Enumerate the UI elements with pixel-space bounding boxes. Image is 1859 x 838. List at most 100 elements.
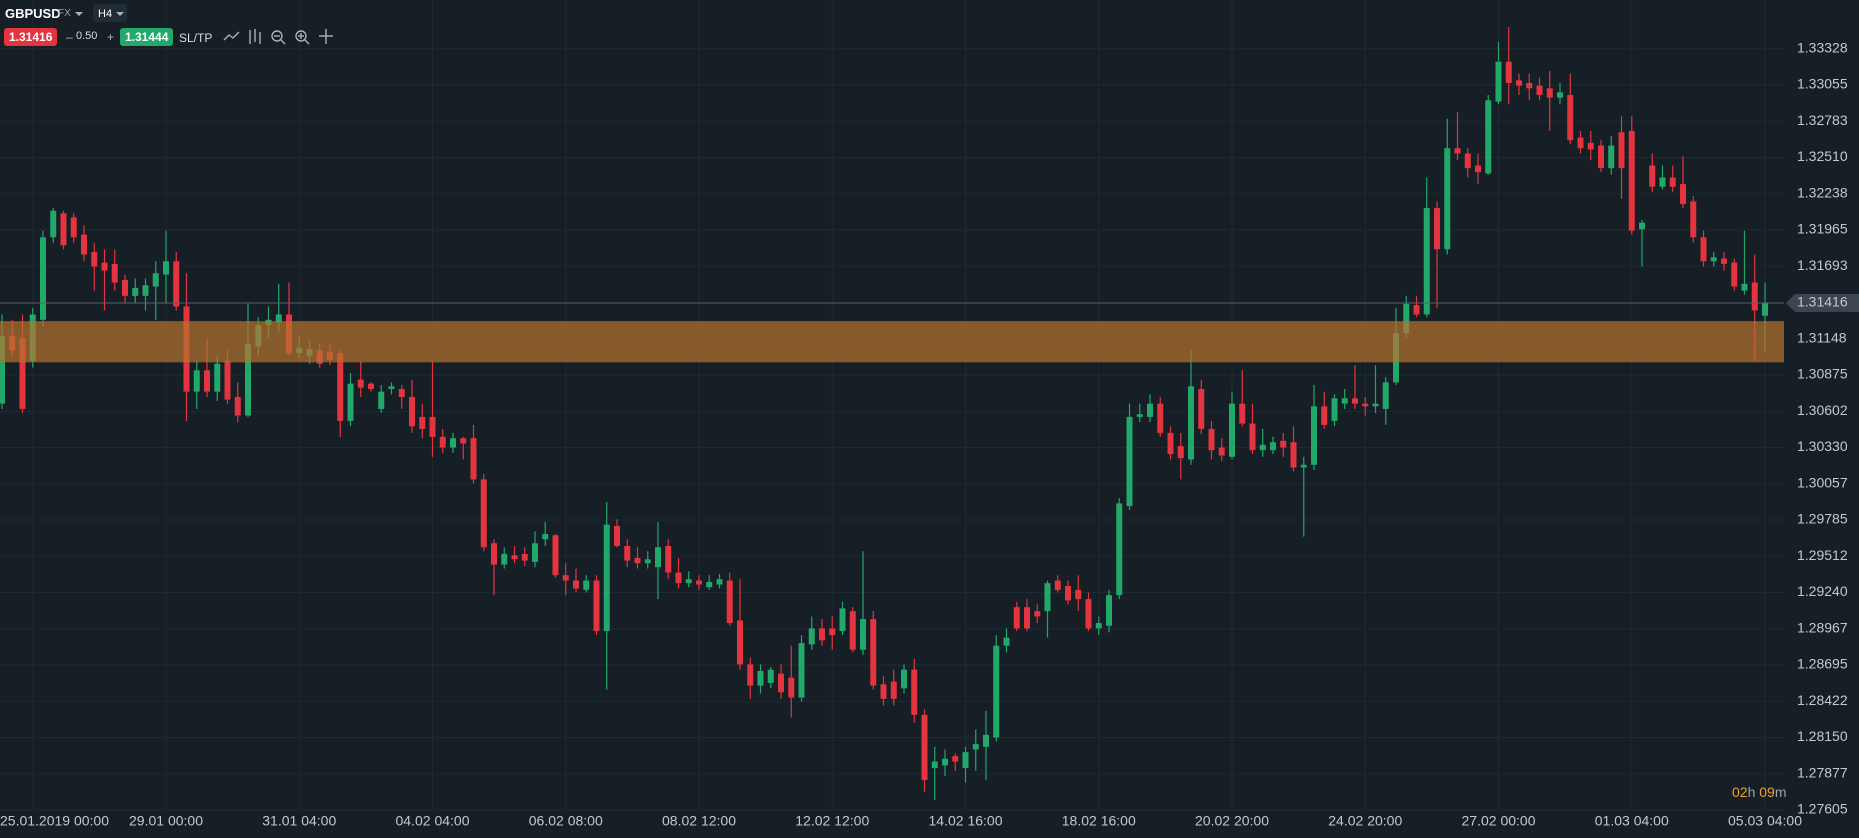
- candle-body: [1659, 177, 1666, 187]
- candle-body: [1680, 184, 1686, 205]
- price-tag: [1786, 294, 1859, 313]
- x-tick-label: 29.01 00:00: [129, 813, 203, 829]
- candle-body: [1710, 257, 1717, 262]
- y-tick-label: 1.30057: [1797, 475, 1848, 491]
- candle-body: [1546, 88, 1553, 98]
- y-tick-label: 1.32783: [1797, 112, 1848, 128]
- y-tick-label: 1.27605: [1797, 801, 1848, 817]
- candle-body: [1177, 446, 1184, 459]
- candle-body: [1628, 130, 1635, 231]
- candle-body: [450, 438, 456, 448]
- candle-body: [245, 343, 251, 416]
- market[interactable]: FX: [58, 8, 71, 19]
- candle-body: [931, 761, 938, 769]
- y-tick-label: 1.31148: [1797, 329, 1847, 345]
- timeframe[interactable]: H4: [98, 8, 113, 20]
- bid[interactable]: 1.31416: [4, 28, 58, 46]
- candle-body: [491, 543, 497, 565]
- x-tick-label: 24.02 20:00: [1328, 813, 1402, 829]
- candle-body: [1065, 585, 1071, 601]
- candle-body: [409, 396, 415, 427]
- line-icon[interactable]: [223, 31, 240, 41]
- countdown-unit: h: [1747, 784, 1756, 800]
- x-tick-label: 08.02 12:00: [662, 813, 736, 829]
- candle-body: [1741, 283, 1748, 291]
- candle-body: [788, 677, 795, 698]
- candle-body: [40, 237, 46, 320]
- x-tick-label: 04.02 04:00: [396, 813, 470, 829]
- x-tick-label: 05.03 04:00: [1728, 813, 1802, 829]
- y-tick-label: 1.29512: [1797, 547, 1848, 563]
- y-tick-label: 1.28150: [1797, 728, 1848, 744]
- candle-body: [204, 370, 210, 392]
- countdown-minutes: 09: [1759, 784, 1775, 800]
- candle-body: [501, 553, 508, 565]
- caret[interactable]: [75, 12, 83, 16]
- candle-body: [81, 234, 87, 255]
- candle-body: [1188, 386, 1194, 460]
- ask[interactable]: 1.31444: [120, 28, 174, 46]
- candle-body: [480, 479, 487, 548]
- candle-body: [429, 416, 436, 437]
- candle-body: [1587, 142, 1594, 150]
- candle-body: [1341, 398, 1348, 404]
- plus[interactable]: +: [107, 30, 115, 44]
- candle-icon[interactable]: [249, 29, 261, 44]
- candle-body: [1669, 177, 1676, 187]
- x-tick-label: 31.01 04:00: [262, 813, 336, 829]
- candle-body: [1413, 305, 1420, 315]
- candle-body: [1567, 94, 1574, 141]
- candle-body: [716, 579, 723, 585]
- symbol[interactable]: GBPUSD: [5, 6, 61, 21]
- candle-body: [860, 619, 866, 650]
- candle-body: [122, 279, 128, 296]
- minus[interactable]: –: [66, 30, 73, 44]
- candles: [0, 27, 1768, 801]
- candle-body: [234, 396, 241, 416]
- candle-body: [1075, 589, 1082, 600]
- candle-body: [1618, 132, 1625, 169]
- zoom-out-icon[interactable]: [271, 30, 286, 45]
- candle-body: [91, 251, 98, 267]
- candle-body: [911, 669, 918, 715]
- candle-body: [819, 628, 825, 641]
- candle-body: [747, 664, 754, 686]
- price-tag-label: 1.31416: [1797, 294, 1848, 310]
- y-tick-label: 1.33328: [1797, 39, 1848, 55]
- y-tick-label: 1.29785: [1797, 511, 1848, 527]
- candle-body: [1608, 145, 1615, 169]
- candle-body: [50, 210, 57, 238]
- timeframe-box[interactable]: [93, 4, 127, 22]
- candle-body: [347, 383, 354, 421]
- candle-body: [1229, 403, 1235, 457]
- candle-body: [583, 580, 590, 590]
- candle-body: [573, 580, 579, 589]
- candle-body: [614, 525, 620, 546]
- candle-body: [101, 262, 108, 271]
- sltp[interactable]: SL/TP: [179, 31, 213, 45]
- zone: [0, 321, 1784, 363]
- candle-body: [1372, 403, 1379, 407]
- candle-body: [1505, 61, 1512, 84]
- zoom-in-icon[interactable]: [295, 30, 310, 45]
- candle-body: [1290, 442, 1297, 468]
- candle-body: [1352, 398, 1358, 404]
- candle-body: [163, 261, 169, 275]
- x-tick-label: 18.02 16:00: [1062, 813, 1136, 829]
- candle-body: [1700, 237, 1707, 262]
- x-tick-label: 12.02 12:00: [795, 813, 869, 829]
- candle-body: [983, 734, 989, 747]
- y-tick-label: 1.28967: [1797, 620, 1848, 636]
- candle-body: [726, 580, 733, 624]
- candle-body: [1751, 282, 1758, 311]
- x-tick-label: 06.02 08:00: [529, 813, 603, 829]
- candle-body: [1300, 464, 1307, 468]
- crosshair-icon[interactable]: [319, 29, 333, 44]
- candle-body: [552, 535, 559, 576]
- candle-body: [439, 436, 446, 448]
- caret[interactable]: [116, 12, 124, 16]
- candle-body: [224, 361, 231, 400]
- candle-body: [593, 580, 600, 632]
- candle-body: [1649, 165, 1656, 187]
